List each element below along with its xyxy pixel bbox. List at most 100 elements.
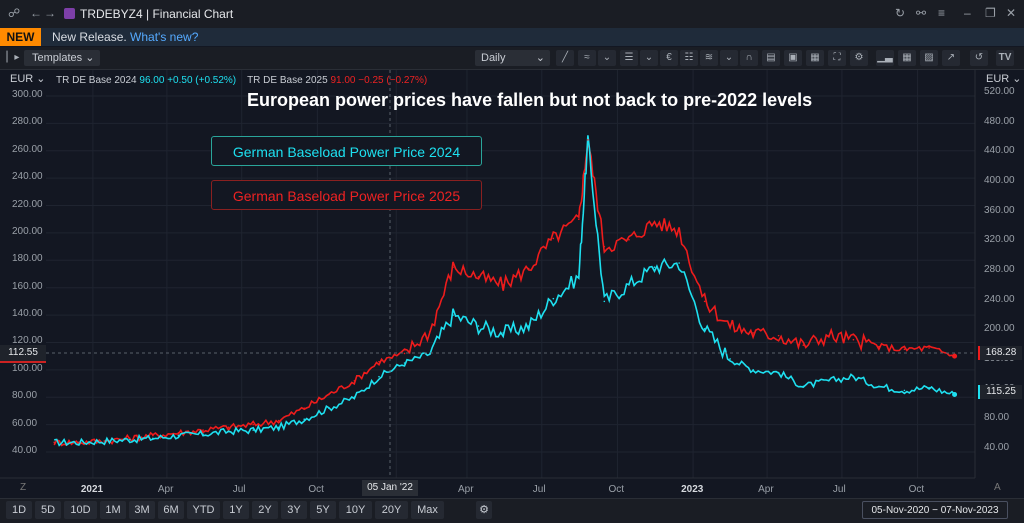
crosshair-value-label: 112.55 xyxy=(0,345,46,363)
legend-s2-name[interactable]: TR DE Base 2025 xyxy=(247,75,328,86)
data-point-2025 xyxy=(552,237,555,240)
data-point-2024 xyxy=(952,391,958,397)
data-point-2024 xyxy=(152,437,154,440)
data-point-2024 xyxy=(403,362,406,364)
menu-icon[interactable]: ≡ xyxy=(938,6,946,20)
range-button-6m[interactable]: 6M xyxy=(158,501,184,519)
x-tick-label: 2023 xyxy=(681,484,704,495)
range-button-1m[interactable]: 1M xyxy=(100,501,126,519)
range-button-ytd[interactable]: YTD xyxy=(187,501,220,519)
legend-s2-change: −0.25 (−0.27%) xyxy=(358,75,428,86)
forward-arrow-icon[interactable]: → xyxy=(44,6,56,20)
chevron-down-icon[interactable]: ⌄ xyxy=(720,50,738,66)
indicators-icon[interactable]: ≈ xyxy=(578,50,596,66)
close-icon[interactable]: ✕ xyxy=(1006,6,1017,20)
range-button-1y[interactable]: 1Y xyxy=(223,501,249,519)
left-axis-currency[interactable]: EUR ⌄ xyxy=(10,73,46,85)
data-point-2025 xyxy=(603,245,606,248)
range-button-5y[interactable]: 5Y xyxy=(310,501,336,519)
data-point-2024 xyxy=(928,386,930,389)
left-tick-label: 140.00 xyxy=(12,308,43,320)
minimize-icon[interactable]: – xyxy=(964,6,971,20)
reset-icon[interactable]: ↺ xyxy=(970,50,988,66)
left-tick-label: 200.00 xyxy=(12,225,43,237)
x-tick-label: Apr xyxy=(758,484,774,495)
range-button-20y[interactable]: 20Y xyxy=(375,501,408,519)
chart-title: European power prices have fallen but no… xyxy=(247,90,813,110)
whats-new-link[interactable]: What's new? xyxy=(130,30,199,44)
range-button-max[interactable]: Max xyxy=(411,501,444,519)
fullscreen-icon[interactable]: ⛶ xyxy=(828,50,846,66)
range-button-3m[interactable]: 3M xyxy=(129,501,155,519)
list-icon[interactable]: ☰ xyxy=(620,50,638,66)
left-tick-label: 100.00 xyxy=(12,362,43,374)
export-icon[interactable]: ↗ xyxy=(942,50,960,66)
link-icon[interactable]: ☍ xyxy=(8,6,21,20)
release-text: New Release. What's new? xyxy=(52,30,198,44)
x-tick-label: Oct xyxy=(308,484,324,495)
x-tick-label: Oct xyxy=(908,484,925,495)
grid-icon[interactable]: ▦ xyxy=(898,50,916,66)
currency-icon[interactable]: € xyxy=(660,50,678,66)
legend-s2-last: 91.00 xyxy=(330,75,356,86)
data-point-2024 xyxy=(878,385,880,388)
data-point-2025 xyxy=(227,426,230,429)
chevron-down-icon[interactable]: ⌄ xyxy=(640,50,658,66)
data-point-2024 xyxy=(378,375,380,378)
range-button-2y[interactable]: 2Y xyxy=(252,501,278,519)
settings-icon[interactable]: ⚙ xyxy=(850,50,868,66)
link-chain-icon[interactable]: ⚯ xyxy=(916,6,927,20)
data-point-2025 xyxy=(502,284,504,286)
restore-icon[interactable]: ❐ xyxy=(985,6,996,20)
right-tick-label: 200.00 xyxy=(984,323,1015,335)
data-point-2024 xyxy=(628,284,630,286)
data-point-2025 xyxy=(429,330,431,333)
data-point-2025 xyxy=(802,344,805,347)
range-settings-icon[interactable]: ⚙ xyxy=(476,501,492,519)
data-point-2024 xyxy=(777,371,780,374)
bar-chart-icon[interactable]: ▁▃ xyxy=(876,50,894,66)
drawing-icon[interactable]: ▣ xyxy=(784,50,802,66)
series-line-2025 xyxy=(53,140,955,447)
data-point-2025 xyxy=(578,218,580,221)
magnet-icon[interactable]: ∩ xyxy=(740,50,758,66)
range-button-5d[interactable]: 5D xyxy=(35,501,61,519)
window-title: TRDEBYZ4 | Financial Chart xyxy=(80,7,234,21)
chevron-down-icon[interactable]: ⌄ xyxy=(598,50,616,66)
left-tick-label: 180.00 xyxy=(12,253,43,265)
data-point-2025 xyxy=(827,334,830,337)
zoom-icon[interactable]: Z xyxy=(20,482,27,493)
range-button-1d[interactable]: 1D xyxy=(6,501,32,519)
back-arrow-icon[interactable]: ← xyxy=(30,6,42,20)
data-point-2025 xyxy=(878,345,880,348)
sidebar-toggle-icon[interactable]: ▏▸ xyxy=(6,52,20,63)
table-icon[interactable]: ☷ xyxy=(680,50,698,66)
templates-dropdown[interactable]: Templates ⌄ xyxy=(24,50,100,66)
refresh-icon[interactable]: ↻ xyxy=(895,6,906,20)
ruler-icon[interactable]: ▦ xyxy=(806,50,824,66)
chart-compare-icon[interactable]: ▤ xyxy=(762,50,780,66)
data-point-2024 xyxy=(353,396,356,399)
app-logo-icon xyxy=(64,8,75,19)
legend-s1-name[interactable]: TR DE Base 2024 xyxy=(56,75,137,86)
date-range[interactable]: 05-Nov-2020 − 07-Nov-2023 xyxy=(862,501,1008,519)
data-point-2024 xyxy=(502,332,504,334)
auto-scale-icon[interactable]: A xyxy=(994,482,1001,493)
image-icon[interactable]: ▨ xyxy=(920,50,938,66)
data-point-2025 xyxy=(852,338,855,341)
range-button-10d[interactable]: 10D xyxy=(64,501,97,519)
data-point-2025 xyxy=(353,380,356,382)
right-axis-currency[interactable]: EUR ⌄ xyxy=(986,73,1022,85)
range-button-3y[interactable]: 3Y xyxy=(281,501,307,519)
data-point-2025 xyxy=(277,419,280,422)
data-point-2024 xyxy=(202,433,204,436)
range-button-10y[interactable]: 10Y xyxy=(339,501,372,519)
data-point-2024 xyxy=(303,418,305,420)
data-point-2025 xyxy=(129,437,131,440)
x-tick-label: Apr xyxy=(157,484,174,495)
interval-dropdown[interactable]: Daily ⌄ xyxy=(475,50,550,66)
right-tick-label: 320.00 xyxy=(984,234,1015,246)
wave-icon[interactable]: ≋ xyxy=(700,50,718,66)
line-chart-icon[interactable]: ╱ xyxy=(556,50,574,66)
